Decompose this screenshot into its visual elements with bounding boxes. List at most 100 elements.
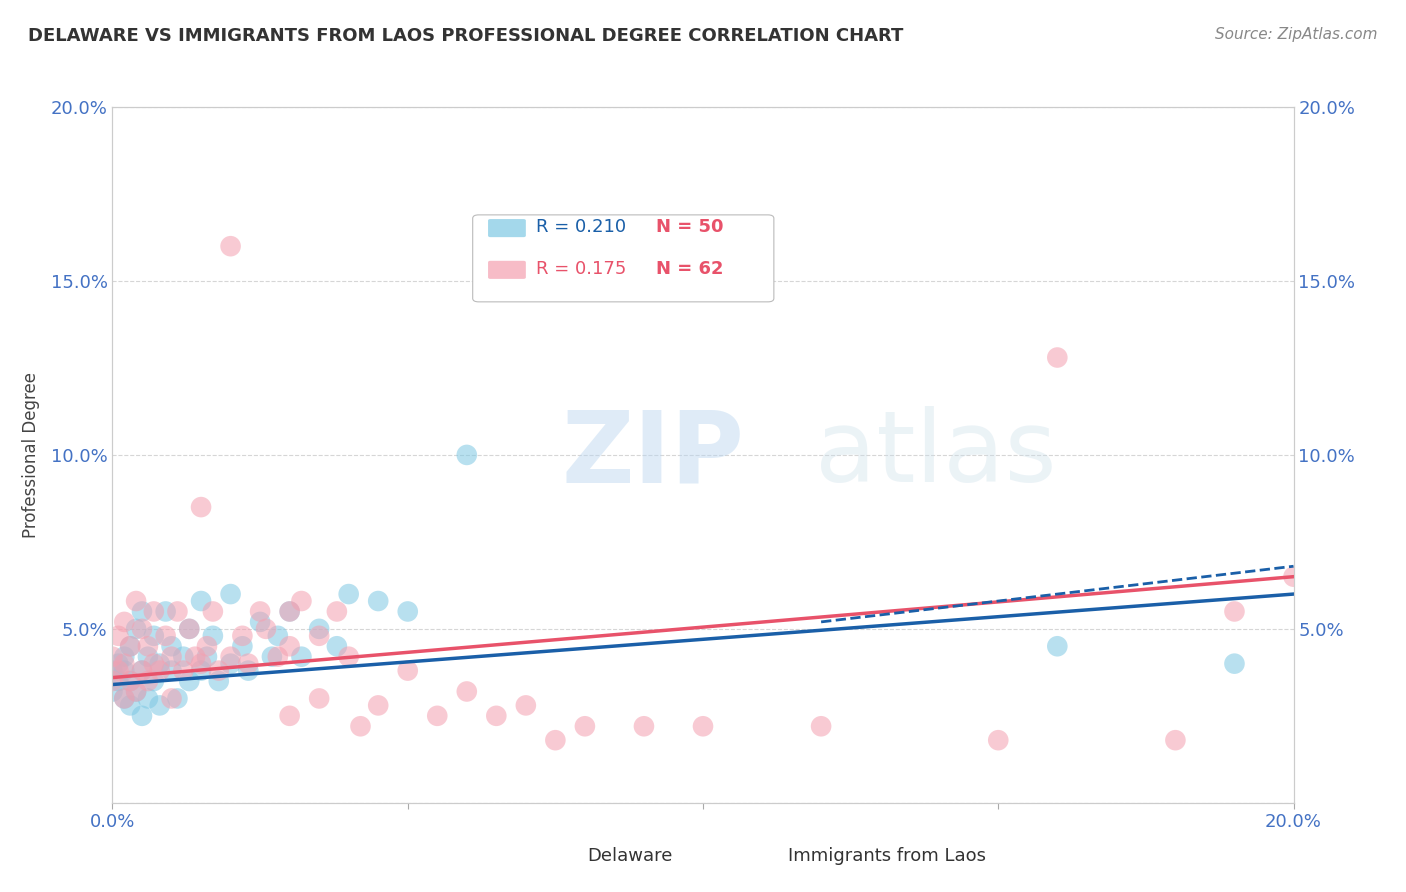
Point	[1223, 657, 1246, 671]
Point	[107, 664, 129, 678]
Point	[166, 605, 188, 619]
Point	[190, 664, 212, 678]
Point	[136, 649, 159, 664]
Point	[515, 698, 537, 713]
Point	[349, 719, 371, 733]
Point	[112, 691, 135, 706]
Point	[112, 649, 135, 664]
Point	[201, 605, 224, 619]
Point	[190, 657, 212, 671]
Point	[120, 674, 142, 689]
Point	[278, 605, 301, 619]
Point	[396, 664, 419, 678]
Point	[149, 657, 172, 671]
Point	[987, 733, 1010, 747]
Point	[125, 684, 148, 698]
Point	[231, 639, 253, 653]
Point	[367, 594, 389, 608]
Point	[544, 733, 567, 747]
Point	[184, 649, 207, 664]
Point	[160, 664, 183, 678]
Point	[179, 674, 201, 689]
Point	[290, 594, 312, 608]
Point	[633, 719, 655, 733]
Point	[326, 639, 349, 653]
Point	[249, 605, 271, 619]
Point	[131, 664, 153, 678]
Point	[1046, 351, 1069, 365]
Point	[125, 684, 148, 698]
Point	[1164, 733, 1187, 747]
Point	[278, 605, 301, 619]
Point	[120, 698, 142, 713]
Point	[308, 622, 330, 636]
Text: Source: ZipAtlas.com: Source: ZipAtlas.com	[1215, 27, 1378, 42]
Point	[172, 649, 194, 664]
Point	[485, 708, 508, 723]
Point	[692, 719, 714, 733]
Point	[142, 629, 165, 643]
Point	[131, 708, 153, 723]
Text: Delaware: Delaware	[588, 847, 672, 864]
Text: N = 50: N = 50	[655, 219, 723, 236]
Point	[195, 649, 218, 664]
Point	[142, 605, 165, 619]
Point	[155, 629, 177, 643]
Point	[219, 649, 242, 664]
Text: R = 0.175: R = 0.175	[537, 260, 627, 278]
Point	[179, 622, 201, 636]
Point	[112, 664, 135, 678]
Point	[254, 622, 277, 636]
Point	[120, 674, 142, 689]
Point	[125, 594, 148, 608]
Text: DELAWARE VS IMMIGRANTS FROM LAOS PROFESSIONAL DEGREE CORRELATION CHART: DELAWARE VS IMMIGRANTS FROM LAOS PROFESS…	[28, 27, 904, 45]
Point	[337, 587, 360, 601]
Point	[142, 657, 165, 671]
Point	[326, 605, 349, 619]
Point	[1282, 570, 1305, 584]
Point	[238, 657, 260, 671]
Point	[260, 649, 283, 664]
Point	[160, 691, 183, 706]
Point	[125, 622, 148, 636]
Point	[101, 664, 124, 678]
Point	[149, 698, 172, 713]
Point	[107, 657, 129, 671]
Point	[179, 622, 201, 636]
Point	[101, 649, 124, 664]
Point	[136, 691, 159, 706]
Text: R = 0.210: R = 0.210	[537, 219, 627, 236]
Point	[112, 691, 135, 706]
FancyBboxPatch shape	[742, 847, 780, 865]
Y-axis label: Professional Degree: Professional Degree	[21, 372, 39, 538]
Point	[112, 657, 135, 671]
Point	[172, 664, 194, 678]
Point	[131, 664, 153, 678]
Point	[107, 629, 129, 643]
Point	[426, 708, 449, 723]
Text: ZIP: ZIP	[561, 407, 744, 503]
Point	[101, 674, 124, 689]
Point	[290, 649, 312, 664]
Text: atlas: atlas	[815, 407, 1057, 503]
Point	[149, 664, 172, 678]
Point	[278, 639, 301, 653]
Point	[120, 639, 142, 653]
Point	[120, 639, 142, 653]
Point	[249, 615, 271, 629]
Point	[201, 629, 224, 643]
Point	[267, 649, 290, 664]
Point	[142, 674, 165, 689]
Point	[810, 719, 832, 733]
Point	[208, 664, 231, 678]
Point	[278, 708, 301, 723]
Point	[219, 587, 242, 601]
Point	[136, 674, 159, 689]
Point	[219, 657, 242, 671]
Point	[208, 674, 231, 689]
Point	[195, 639, 218, 653]
Point	[131, 605, 153, 619]
Text: N = 62: N = 62	[655, 260, 723, 278]
Point	[190, 594, 212, 608]
Point	[367, 698, 389, 713]
